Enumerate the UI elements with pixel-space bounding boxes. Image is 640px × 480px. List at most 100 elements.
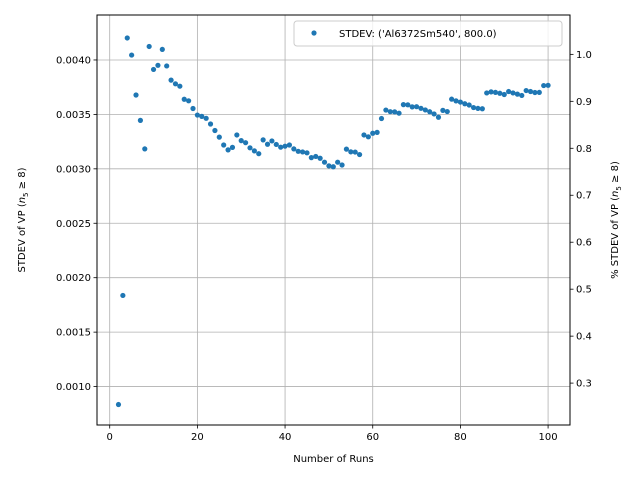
data-point — [330, 164, 336, 170]
data-point — [159, 46, 165, 53]
data-point — [216, 134, 222, 140]
y2-axis-label-prefix: % STDEV of VP ( — [610, 197, 621, 279]
y-axis-label-prefix: STDEV of VP ( — [17, 203, 28, 272]
data-point — [247, 145, 253, 151]
data-point — [387, 109, 393, 115]
y2-axis-ticks: 0.3 0.4 0.5 0.6 0.7 0.8 0.9 1.0 — [570, 50, 592, 390]
y-axis-label: STDEV of VP (n5 ≥ 8) — [17, 167, 30, 272]
data-point — [137, 117, 143, 123]
data-point — [343, 146, 350, 152]
data-point — [221, 142, 227, 148]
y-axis-label-italic: n — [17, 197, 28, 203]
data-point — [392, 109, 398, 115]
data-point — [133, 92, 139, 98]
data-point — [164, 63, 170, 69]
data-point — [501, 91, 507, 98]
data-point — [269, 138, 275, 144]
data-point — [264, 141, 271, 147]
y-axis-ticks: 0.0010 0.0015 0.0020 0.0025 0.0030 0.0035 0.00… — [56, 55, 97, 393]
data-point — [361, 132, 367, 138]
data-point — [124, 35, 130, 41]
data-point — [440, 107, 446, 113]
data-point — [484, 90, 490, 96]
y2-axis-label-italic: n — [610, 191, 621, 197]
data-point — [396, 110, 402, 116]
data-point — [409, 104, 415, 110]
data-point — [256, 151, 262, 157]
data-point — [317, 155, 323, 161]
data-point — [326, 163, 332, 169]
plot-frame — [96, 14, 571, 426]
data-point — [527, 88, 534, 95]
y2-tick-label: 1.0 — [576, 50, 592, 61]
data-point — [413, 104, 420, 110]
data-point — [479, 106, 485, 112]
legend-label: STDEV: ('Al6372Sm540', 800.0) — [339, 29, 497, 40]
data-point — [243, 140, 249, 146]
data-point — [352, 149, 358, 155]
y2-tick-label: 0.4 — [576, 332, 592, 343]
data-point — [295, 148, 301, 154]
data-point — [286, 142, 293, 148]
y2-tick-label: 0.9 — [576, 97, 592, 108]
y2-tick-label: 0.6 — [576, 238, 592, 249]
data-point — [212, 127, 218, 134]
data-point — [457, 99, 464, 105]
x-axis-label: Number of Runs — [293, 454, 374, 465]
data-point — [427, 109, 433, 115]
legend-marker — [311, 30, 317, 36]
data-point — [405, 102, 411, 108]
data-point — [199, 113, 205, 119]
data-point — [506, 88, 512, 95]
data-point — [492, 89, 499, 96]
data-point — [225, 147, 231, 153]
data-point — [462, 101, 468, 107]
data-point — [444, 108, 450, 115]
data-point — [313, 153, 319, 160]
data-point — [234, 132, 240, 138]
data-point — [229, 144, 236, 150]
data-point — [431, 111, 437, 117]
y-axis-label-subscript: 5 — [22, 192, 30, 196]
data-point — [536, 89, 542, 96]
data-point — [519, 92, 525, 99]
y2-axis-label-subscript: 5 — [615, 186, 623, 190]
y2-tick-label: 0.7 — [576, 191, 592, 202]
data-point — [129, 52, 135, 58]
y-tick-label: 0.0030 — [56, 164, 91, 175]
data-point — [146, 43, 152, 50]
data-point — [291, 146, 297, 152]
data-point — [207, 121, 214, 127]
y-tick-label: 0.0010 — [56, 382, 91, 393]
legend-box — [293, 20, 563, 47]
y2-axis-label-suffix: ≥ 8) — [610, 161, 621, 186]
data-point — [514, 91, 520, 97]
data-point — [545, 82, 551, 88]
data-point — [435, 114, 442, 120]
data-point — [488, 89, 494, 95]
data-point — [177, 83, 183, 89]
data-point — [181, 96, 187, 102]
data-point — [378, 115, 385, 122]
y-axis-label-suffix: ≥ 8) — [17, 167, 28, 192]
data-point — [374, 129, 380, 135]
y-tick-label: 0.0020 — [56, 273, 91, 284]
data-point — [348, 149, 354, 155]
data-point — [273, 141, 279, 148]
data-point — [278, 144, 284, 150]
x-axis-ticks: 0 20 40 60 80 100 — [107, 425, 558, 443]
data-point — [304, 150, 310, 156]
data-point — [470, 104, 477, 111]
data-point — [190, 105, 196, 112]
data-point — [383, 107, 389, 113]
data-point — [541, 82, 547, 89]
data-point — [142, 146, 148, 152]
x-tick-label: 100 — [539, 432, 558, 443]
data-point — [365, 134, 371, 140]
data-point — [282, 143, 288, 149]
data-point — [370, 130, 376, 136]
data-point — [335, 159, 341, 165]
data-point — [260, 137, 266, 143]
